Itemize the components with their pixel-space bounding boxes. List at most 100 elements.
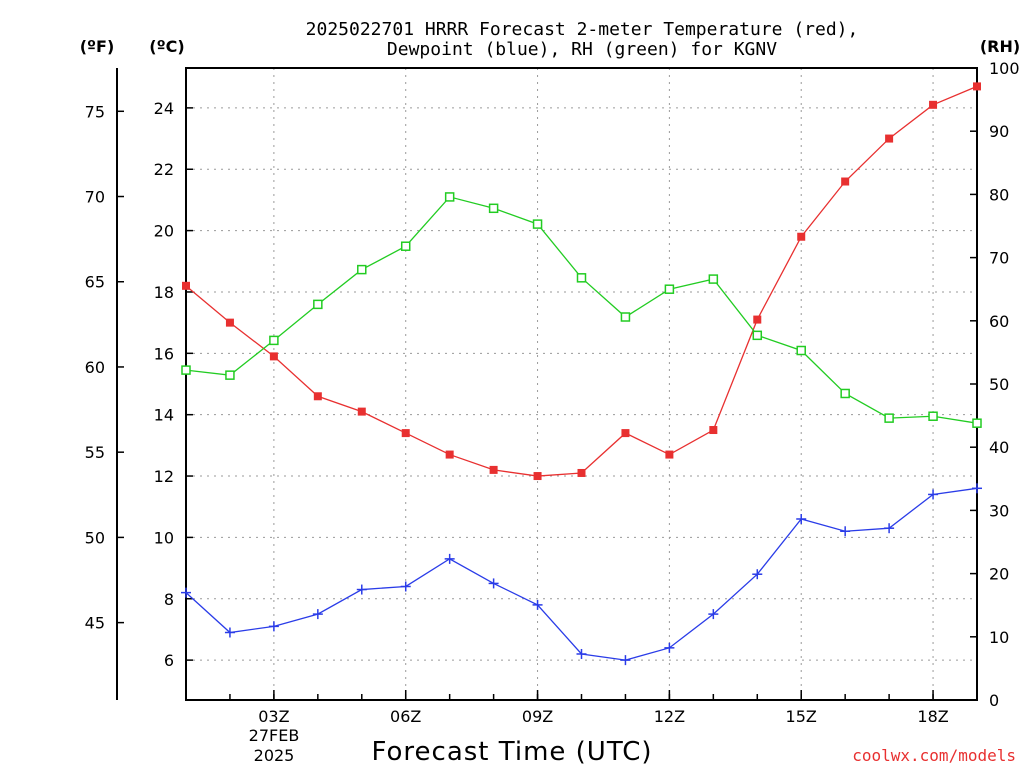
x-date-line2: 2025 [254,746,295,765]
rh-point [884,413,894,423]
dewpoint-point [532,599,543,610]
rh-point [708,274,719,284]
x-tick-label: 06Z [390,707,421,726]
celsius-tick-label: 12 [154,467,174,486]
temperature-point [841,177,850,186]
x-tick-label: 12Z [654,707,685,726]
rh-unit-label: (RH) [980,37,1020,56]
rh-tick-label: 70 [989,249,1009,268]
fahrenheit-tick-label: 55 [85,443,105,462]
temperature-point [577,468,586,477]
dewpoint-point [664,642,675,653]
dewpoint-point [488,578,499,589]
celsius-tick-label: 20 [154,222,174,241]
temperature-point [973,82,981,91]
rh-tick-label: 10 [989,628,1009,647]
fahrenheit-tick-label: 65 [85,273,105,292]
dewpoint-point [576,648,587,659]
celsius-tick-label: 24 [154,99,174,118]
rh-tick-label: 50 [989,375,1009,394]
temperature-point [313,392,322,401]
rh-point [576,273,587,283]
grid-lines [186,68,977,700]
celsius-unit-label: (ºC) [149,37,184,56]
dewpoint-point [708,609,719,620]
dewpoint-point [840,526,851,537]
rh-point [488,203,499,214]
x-tick-label: 03Z [258,707,289,726]
temperature-point [797,232,806,241]
rh-tick-label: 60 [989,312,1009,331]
celsius-tick-label: 22 [154,160,174,179]
rh-point [928,411,938,421]
temperature-point [269,352,278,361]
temperature-point [885,134,894,143]
celsius-tick-label: 6 [164,651,174,670]
rh-tick-label: 0 [989,691,999,710]
temperature-point [665,450,674,459]
chart-title-line2: Dewpoint (blue), RH (green) for KGNV [387,39,777,60]
rh-tick-label: 20 [989,565,1009,584]
rh-point [357,264,367,275]
rh-point [972,418,982,428]
dewpoint-point [312,609,323,620]
rh-point [620,312,631,322]
dewpoint-point [444,553,455,564]
dewpoint-point [796,513,807,524]
temperature-point [401,429,410,438]
dewpoint-point [620,655,631,666]
data-series [181,82,982,666]
x-axis-label: Forecast Time (UTC) [371,737,652,767]
temperature-point [621,429,630,438]
dewpoint-point [752,569,763,580]
celsius-tick-label: 18 [154,283,174,302]
dewpoint-point [224,627,235,638]
temperature-point [709,426,718,435]
dewpoint-point [884,523,895,534]
celsius-tick-label: 14 [154,406,174,425]
x-date-line1: 27FEB [249,726,300,745]
fahrenheit-unit-label: (ºF) [80,37,115,56]
rh-point [269,335,279,346]
credit-text: coolwx.com/models [852,746,1016,765]
temperature-point [753,315,762,324]
dewpoint-point [972,483,982,494]
rh-point [796,345,806,356]
x-tick-label: 18Z [917,707,948,726]
fahrenheit-tick-label: 70 [85,188,105,207]
rh-point [400,241,411,251]
rh-tick-label: 80 [989,185,1009,204]
rh-tick-label: 40 [989,438,1009,457]
rh-point [181,365,191,375]
dewpoint-point [268,621,279,632]
rh-point [313,299,323,310]
chart-title-line1: 2025022701 HRRR Forecast 2-meter Tempera… [306,19,859,40]
rh-point [225,370,235,380]
temperature-point [225,318,234,327]
rh-point [444,192,455,202]
temperature-point [357,407,366,416]
dewpoint-point [928,489,939,500]
temperature-point [929,100,938,109]
rh-point [532,219,543,229]
rh-tick-label: 90 [989,122,1009,141]
fahrenheit-tick-label: 45 [85,614,105,633]
x-tick-label: 09Z [522,707,553,726]
dewpoint-point [400,581,411,592]
temperature-point [533,472,542,481]
temperature-point [445,450,454,459]
celsius-tick-label: 8 [164,590,174,609]
rh-point [840,388,850,399]
rh-point [752,330,763,341]
rh-point [664,284,675,294]
temperature-point [489,465,498,474]
dewpoint-point [181,587,191,598]
celsius-tick-label: 10 [154,528,174,547]
rh-tick-label: 30 [989,501,1009,520]
dewpoint-series-line [185,487,978,661]
fahrenheit-tick-label: 60 [85,358,105,377]
fahrenheit-tick-label: 50 [85,528,105,547]
rh-tick-label: 100 [989,59,1020,78]
temperature-point [182,281,190,290]
